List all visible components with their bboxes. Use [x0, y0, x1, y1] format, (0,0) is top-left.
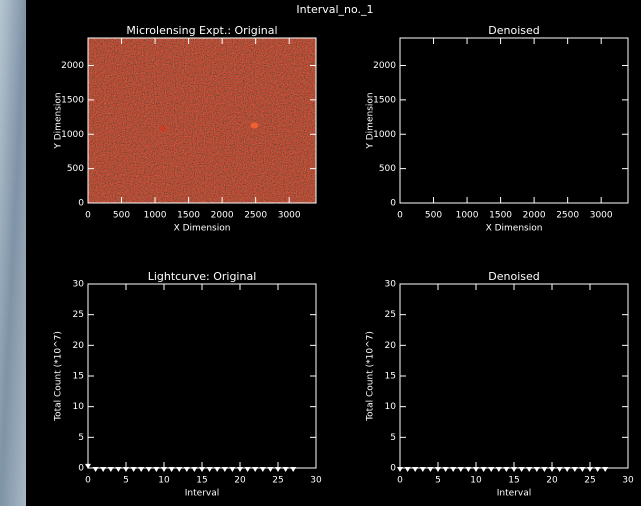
panel-title: Lightcurve: Original [148, 270, 257, 283]
y-tick-label: 1500 [373, 95, 396, 105]
x-axis-label: Interval [497, 489, 531, 499]
desktop-background [0, 0, 26, 506]
x-tick-label: 5 [435, 476, 441, 486]
screenshot: Interval_no._1 Microlensing Expt.: Origi… [0, 0, 641, 506]
y-tick-label: 500 [67, 164, 84, 174]
y-tick-label: 0 [390, 199, 396, 209]
x-axis-label: X Dimension [174, 224, 231, 234]
x-tick-label: 30 [622, 476, 634, 486]
image-noise [88, 38, 316, 203]
x-tick-label: 5 [123, 476, 129, 486]
x-tick-label: 0 [85, 211, 91, 221]
x-tick-label: 25 [584, 476, 595, 486]
y-tick-label: 5 [78, 433, 84, 443]
x-axis-label: Interval [185, 489, 219, 499]
y-tick-label: 15 [73, 372, 84, 382]
y-tick-label: 1000 [373, 130, 396, 140]
y-tick-label: 25 [73, 310, 84, 320]
x-tick-label: 0 [85, 476, 91, 486]
figure-title: Interval_no._1 [296, 3, 373, 16]
y-tick-label: 20 [385, 341, 397, 351]
y-tick-label: 20 [73, 341, 85, 351]
x-axis-label: X Dimension [486, 224, 543, 234]
y-tick-label: 0 [78, 199, 84, 209]
x-tick-label: 10 [470, 476, 482, 486]
y-tick-label: 1500 [61, 95, 84, 105]
panel-title: Microlensing Expt.: Original [126, 24, 277, 37]
x-tick-label: 30 [310, 476, 322, 486]
x-tick-label: 10 [158, 476, 170, 486]
image-background [400, 38, 628, 203]
x-tick-label: 2000 [523, 211, 546, 221]
x-tick-label: 20 [546, 476, 558, 486]
x-tick-label: 1000 [456, 211, 479, 221]
y-axis-label: Total Count (*10^7) [54, 331, 64, 422]
panel-title: Denoised [488, 270, 539, 283]
x-tick-label: 15 [196, 476, 207, 486]
y-tick-label: 25 [385, 310, 396, 320]
panel-title: Denoised [488, 24, 539, 37]
x-tick-label: 1500 [489, 211, 512, 221]
panel: Microlensing Expt.: OriginalX DimensionY… [54, 24, 317, 234]
y-tick-label: 10 [73, 402, 85, 412]
x-tick-label: 3000 [590, 211, 613, 221]
x-tick-label: 2000 [211, 211, 234, 221]
page: {"figure_title": "Interval_no._1", "char… [0, 0, 641, 506]
x-tick-label: 2500 [556, 211, 579, 221]
y-tick-label: 2000 [373, 61, 396, 71]
x-tick-label: 15 [508, 476, 519, 486]
y-tick-label: 5 [390, 433, 396, 443]
bright-source [250, 122, 258, 128]
x-tick-label: 0 [397, 211, 403, 221]
y-tick-label: 0 [390, 464, 396, 474]
x-tick-label: 3000 [278, 211, 301, 221]
y-tick-label: 10 [385, 402, 397, 412]
y-tick-label: 500 [379, 164, 396, 174]
y-tick-label: 15 [385, 372, 396, 382]
x-tick-label: 2500 [244, 211, 267, 221]
y-tick-label: 30 [73, 280, 85, 290]
y-tick-label: 0 [78, 464, 84, 474]
y-tick-label: 2000 [61, 61, 84, 71]
x-tick-label: 20 [234, 476, 246, 486]
y-tick-label: 1000 [61, 130, 84, 140]
x-tick-label: 25 [272, 476, 283, 486]
y-tick-label: 30 [385, 280, 397, 290]
x-tick-label: 0 [397, 476, 403, 486]
bright-source [161, 126, 166, 132]
x-tick-label: 1500 [177, 211, 200, 221]
x-tick-label: 1000 [144, 211, 167, 221]
x-tick-label: 500 [113, 211, 130, 221]
x-tick-label: 500 [425, 211, 442, 221]
y-axis-label: Total Count (*10^7) [366, 331, 376, 422]
